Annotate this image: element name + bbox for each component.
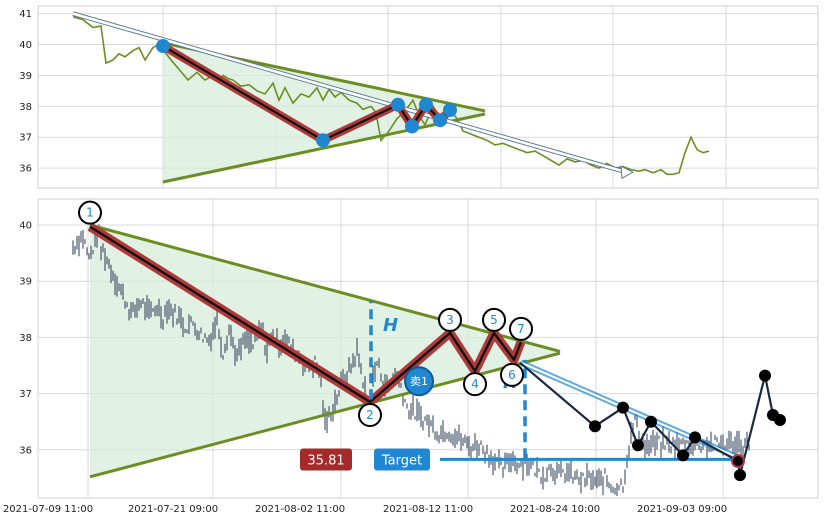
x-tick-label: 2021-09-03 09:00 bbox=[637, 504, 727, 515]
overview-pattern-marker bbox=[433, 113, 447, 128]
detail-y-tick-label: 39 bbox=[19, 277, 32, 288]
swing-point-marker bbox=[645, 415, 657, 428]
detail-lower-trendline bbox=[89, 351, 561, 479]
x-axis: 2021-07-09 11:00 2021-07-21 09:00 2021-08-… bbox=[3, 504, 727, 515]
pattern-point-label: 3 bbox=[446, 313, 454, 327]
overview-y-tick-label: 37 bbox=[19, 133, 32, 144]
pattern-point-label-circle bbox=[509, 316, 533, 341]
price-badge-label: 35.81 bbox=[307, 453, 344, 468]
overview-frame bbox=[37, 5, 819, 189]
swing-point-marker bbox=[617, 401, 629, 414]
overview-y-tick-label: 36 bbox=[19, 164, 32, 175]
overview-lower-trendline bbox=[162, 112, 486, 184]
detail-y-tick-label: 38 bbox=[19, 333, 32, 344]
pattern-point-label: 2 bbox=[366, 408, 374, 422]
pattern-point-label-circle bbox=[438, 307, 462, 332]
detail-triangle-fill bbox=[90, 225, 560, 477]
pattern-point-label-circle bbox=[482, 307, 506, 332]
pattern-point-label-circle bbox=[500, 362, 524, 387]
x-tick-label: 2021-07-09 11:00 bbox=[3, 504, 93, 515]
overview-pattern-marker bbox=[316, 133, 330, 148]
overview-triangle-fill bbox=[163, 42, 485, 183]
pattern-point-label-circle bbox=[463, 372, 487, 397]
x-tick-label: 2021-08-02 11:00 bbox=[255, 504, 345, 515]
x-tick-label: 2021-08-12 11:00 bbox=[383, 504, 473, 515]
overview-forecast-arrow-head bbox=[620, 165, 635, 179]
pattern-point-label: 4 bbox=[471, 377, 479, 391]
x-tick-label: 2021-07-21 09:00 bbox=[128, 504, 218, 515]
pattern-point-label: 5 bbox=[490, 313, 498, 327]
price-badge bbox=[300, 448, 352, 471]
swing-point-marker bbox=[589, 420, 601, 433]
overview-pattern-marker bbox=[405, 119, 419, 134]
detail-y-tick-label: 36 bbox=[19, 445, 32, 456]
overview-panel: 36 37 38 39 40 41 bbox=[19, 5, 819, 189]
x-tick-label: 2021-08-24 10:00 bbox=[510, 504, 600, 515]
overview-y-tick-label: 40 bbox=[19, 40, 32, 51]
overview-pattern-marker bbox=[391, 97, 405, 112]
swing-point-marker bbox=[734, 469, 746, 482]
detail-pattern-core bbox=[89, 225, 523, 404]
pattern-point-label: 1 bbox=[86, 206, 94, 220]
swing-point-marker bbox=[732, 455, 744, 468]
target-badge-label: Target bbox=[381, 453, 422, 468]
swing-point-marker bbox=[677, 449, 689, 462]
swing-point-marker bbox=[759, 369, 771, 382]
pattern-point-label-circle bbox=[78, 200, 102, 225]
overview-pattern-marker bbox=[156, 39, 170, 54]
overview-y-tick-label: 38 bbox=[19, 102, 32, 113]
overview-pattern-marker bbox=[443, 103, 457, 118]
detail-y-tick-label: 40 bbox=[19, 221, 32, 232]
swing-point-marker bbox=[774, 414, 786, 427]
sell-signal-label: 卖1 bbox=[410, 375, 428, 388]
pattern-point-label-circle bbox=[358, 403, 382, 428]
pattern-point-label: 7 bbox=[517, 322, 525, 336]
overview-pattern-marker bbox=[419, 97, 433, 112]
swing-point-marker bbox=[632, 439, 644, 452]
pattern-point-label: 6 bbox=[508, 368, 516, 382]
overview-y-tick-label: 39 bbox=[19, 71, 32, 82]
height-marker-label: H bbox=[383, 315, 398, 336]
detail-upper-trendline bbox=[89, 223, 561, 353]
sell-signal-marker bbox=[404, 366, 434, 397]
target-badge bbox=[374, 448, 430, 471]
overview-y-tick-label: 41 bbox=[19, 9, 32, 20]
target-hit-marker bbox=[731, 454, 745, 469]
detail-y-tick-label: 37 bbox=[19, 389, 32, 400]
swing-point-marker bbox=[689, 431, 701, 444]
